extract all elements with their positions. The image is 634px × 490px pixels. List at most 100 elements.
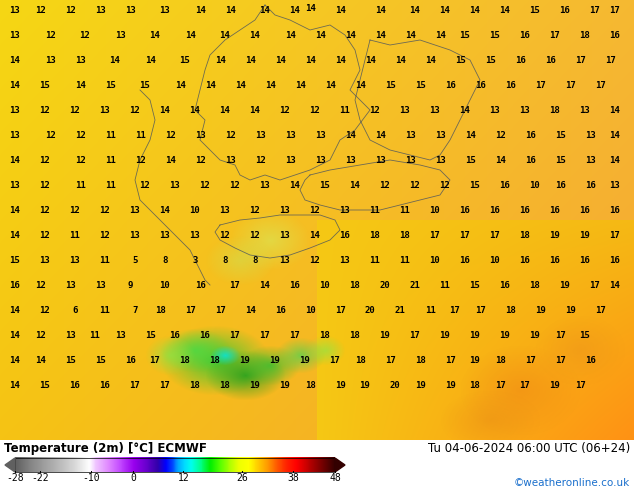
Text: 16: 16: [610, 255, 621, 265]
Text: 16: 16: [610, 205, 621, 215]
Text: 16: 16: [585, 356, 595, 365]
Text: 12: 12: [35, 280, 46, 290]
Text: 14: 14: [425, 55, 436, 65]
Text: 17: 17: [215, 305, 225, 315]
Text: 14: 14: [325, 80, 335, 90]
Text: 14: 14: [345, 30, 356, 40]
Text: 19: 19: [250, 381, 261, 390]
Text: 13: 13: [260, 180, 270, 190]
Text: 16: 16: [550, 205, 560, 215]
Text: 13: 13: [75, 55, 86, 65]
Text: 19: 19: [560, 280, 571, 290]
Text: 14: 14: [375, 130, 385, 140]
Text: 13: 13: [65, 280, 75, 290]
Text: 14: 14: [184, 30, 195, 40]
Text: 13: 13: [435, 130, 445, 140]
Text: 14: 14: [260, 280, 270, 290]
Text: 14: 14: [10, 80, 20, 90]
Text: 16: 16: [170, 330, 181, 340]
Text: 16: 16: [579, 205, 590, 215]
Text: 14: 14: [365, 55, 375, 65]
Text: 12: 12: [129, 105, 140, 115]
Text: Tu 04-06-2024 06:00 UTC (06+24): Tu 04-06-2024 06:00 UTC (06+24): [428, 442, 630, 455]
Text: 12: 12: [134, 155, 145, 165]
Text: 15: 15: [94, 356, 105, 365]
Text: 12: 12: [309, 255, 320, 265]
Text: 13: 13: [195, 130, 205, 140]
Text: 15: 15: [489, 30, 500, 40]
Text: 13: 13: [404, 130, 415, 140]
Text: 14: 14: [375, 5, 385, 15]
Text: 13: 13: [280, 205, 290, 215]
Text: 16: 16: [475, 80, 486, 90]
Text: 14: 14: [250, 30, 261, 40]
Text: 13: 13: [435, 155, 445, 165]
Text: 14: 14: [309, 230, 320, 240]
Text: 13: 13: [340, 255, 351, 265]
Text: 17: 17: [495, 381, 505, 390]
Text: 19: 19: [280, 381, 290, 390]
Text: 15: 15: [39, 80, 50, 90]
Text: -22: -22: [32, 473, 49, 483]
Text: 13: 13: [404, 155, 415, 165]
Text: 13: 13: [70, 255, 81, 265]
Text: 19: 19: [529, 330, 540, 340]
Text: 14: 14: [219, 30, 230, 40]
Text: 19: 19: [444, 381, 455, 390]
Text: 11: 11: [370, 255, 380, 265]
Text: 16: 16: [550, 255, 560, 265]
Text: 16: 16: [579, 255, 590, 265]
Text: 18: 18: [320, 330, 330, 340]
Polygon shape: [335, 458, 345, 472]
Text: 19: 19: [380, 330, 391, 340]
Text: 12: 12: [39, 230, 50, 240]
Text: 11: 11: [89, 330, 100, 340]
Text: 19: 19: [300, 356, 311, 365]
Text: 14: 14: [245, 305, 256, 315]
Text: 38: 38: [287, 473, 299, 483]
Text: 14: 14: [219, 105, 230, 115]
Text: ©weatheronline.co.uk: ©weatheronline.co.uk: [514, 478, 630, 488]
Text: 13: 13: [375, 155, 385, 165]
Text: 14: 14: [145, 55, 155, 65]
Text: 15: 15: [105, 80, 115, 90]
Text: 11: 11: [105, 155, 115, 165]
Text: 14: 14: [610, 280, 621, 290]
Text: 12: 12: [370, 105, 380, 115]
Text: 21: 21: [410, 280, 420, 290]
Text: 12: 12: [35, 5, 46, 15]
Text: 15: 15: [555, 155, 566, 165]
Text: 17: 17: [385, 356, 396, 365]
Text: 11: 11: [340, 105, 351, 115]
Text: 13: 13: [314, 130, 325, 140]
Text: 17: 17: [450, 305, 460, 315]
Text: 15: 15: [39, 381, 50, 390]
Text: 17: 17: [335, 305, 346, 315]
Text: 17: 17: [150, 356, 160, 365]
Text: 17: 17: [550, 30, 560, 40]
Text: 14: 14: [394, 55, 405, 65]
Text: 13: 13: [94, 5, 105, 15]
Text: 14: 14: [410, 5, 420, 15]
Text: 26: 26: [236, 473, 249, 483]
Text: 15: 15: [179, 55, 190, 65]
Text: 12: 12: [35, 330, 46, 340]
Text: 15: 15: [145, 330, 155, 340]
Text: 14: 14: [110, 55, 120, 65]
Text: 7: 7: [133, 305, 138, 315]
Text: 17: 17: [460, 230, 470, 240]
Text: 14: 14: [260, 5, 270, 15]
Text: 13: 13: [10, 30, 20, 40]
Text: 17: 17: [475, 305, 486, 315]
Text: 10: 10: [430, 205, 441, 215]
Text: 15: 15: [470, 180, 481, 190]
Text: 13: 13: [224, 155, 235, 165]
Text: 13: 13: [94, 280, 105, 290]
Text: -28: -28: [6, 473, 24, 483]
Text: 17: 17: [260, 330, 270, 340]
Text: 12: 12: [280, 105, 290, 115]
Text: 12: 12: [100, 230, 110, 240]
Text: 11: 11: [134, 130, 145, 140]
Text: 13: 13: [100, 105, 110, 115]
Text: 17: 17: [330, 356, 340, 365]
